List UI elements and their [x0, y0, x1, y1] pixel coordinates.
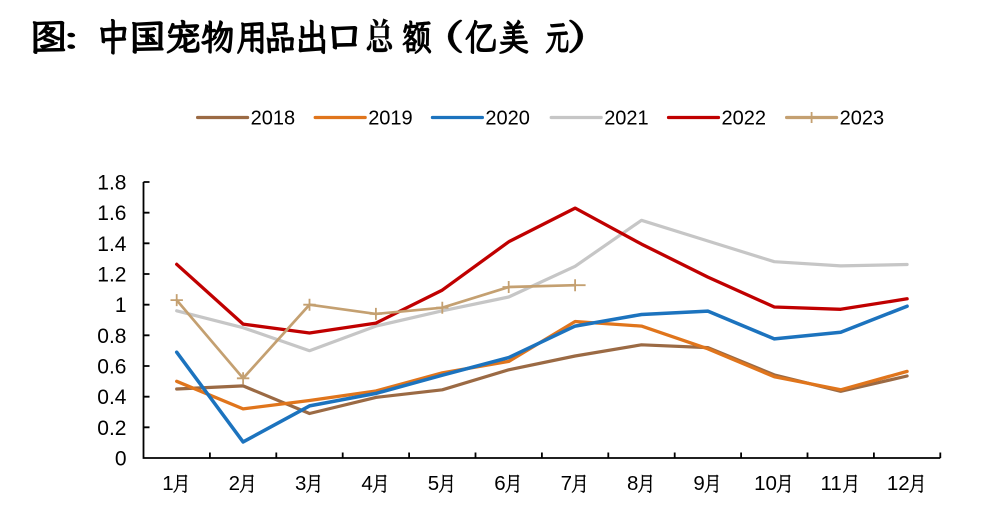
svg-text:11: 11 — [821, 472, 842, 495]
svg-text:9: 9 — [693, 472, 704, 495]
svg-text:5: 5 — [428, 472, 439, 495]
svg-text:0.8: 0.8 — [97, 325, 126, 348]
svg-text:1.6: 1.6 — [97, 202, 126, 225]
svg-text:2022: 2022 — [722, 107, 767, 129]
svg-text:2023: 2023 — [840, 107, 885, 129]
svg-text:4: 4 — [361, 472, 372, 495]
svg-text:3: 3 — [295, 472, 306, 495]
svg-text:1.4: 1.4 — [97, 233, 127, 256]
svg-text:0.4: 0.4 — [97, 386, 127, 409]
svg-text:1: 1 — [115, 294, 127, 317]
svg-text:1.2: 1.2 — [97, 264, 126, 287]
svg-text:0: 0 — [115, 448, 127, 471]
svg-text:2021: 2021 — [604, 107, 649, 129]
svg-text:6: 6 — [494, 472, 505, 495]
svg-text:2: 2 — [229, 472, 240, 495]
svg-text:10: 10 — [754, 472, 777, 495]
svg-text:0.2: 0.2 — [97, 417, 126, 440]
svg-text:1: 1 — [162, 472, 173, 495]
svg-text:2018: 2018 — [251, 107, 296, 129]
svg-text:2019: 2019 — [368, 107, 413, 129]
svg-text:2020: 2020 — [485, 107, 530, 129]
svg-text:1.8: 1.8 — [97, 172, 126, 195]
svg-text:0.6: 0.6 — [97, 356, 126, 379]
svg-text:8: 8 — [627, 472, 638, 495]
svg-text:7: 7 — [561, 472, 572, 495]
svg-text:12: 12 — [887, 472, 910, 495]
